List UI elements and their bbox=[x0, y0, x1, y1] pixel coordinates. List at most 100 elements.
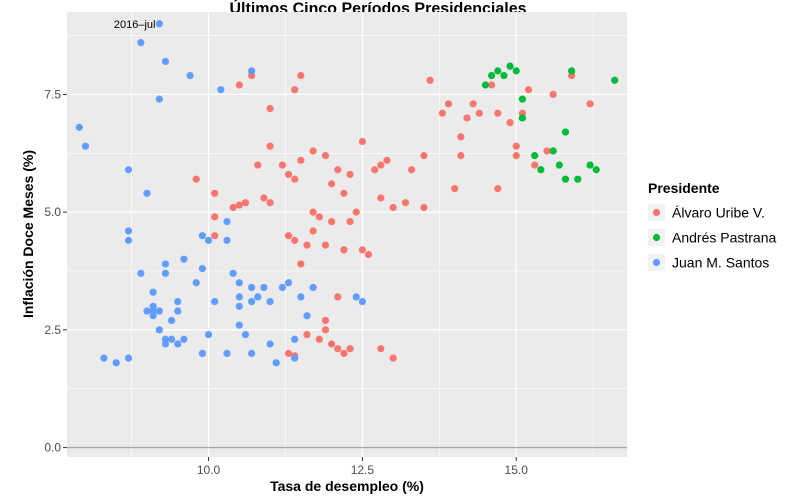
data-point-alvaro-uribe-v bbox=[444, 100, 453, 108]
data-point-juan-m-santos bbox=[235, 302, 243, 310]
data-point-andres-pastrana bbox=[555, 161, 563, 169]
data-point-juan-m-santos bbox=[297, 293, 305, 301]
data-point-alvaro-uribe-v bbox=[309, 147, 317, 155]
data-point-juan-m-santos bbox=[223, 236, 231, 244]
data-point-alvaro-uribe-v bbox=[284, 170, 293, 179]
data-point-alvaro-uribe-v bbox=[297, 260, 305, 268]
data-point-alvaro-uribe-v bbox=[211, 189, 219, 197]
data-point-alvaro-uribe-v bbox=[328, 340, 336, 348]
x-tick-label: 12.5 bbox=[351, 463, 375, 477]
data-point-alvaro-uribe-v bbox=[303, 330, 311, 339]
data-point-alvaro-uribe-v bbox=[494, 109, 502, 117]
data-point-alvaro-uribe-v bbox=[266, 199, 274, 207]
data-point-andres-pastrana bbox=[568, 67, 576, 75]
data-point-juan-m-santos bbox=[81, 142, 90, 150]
data-point-andres-pastrana bbox=[500, 71, 508, 80]
data-point-juan-m-santos bbox=[309, 283, 317, 292]
data-point-alvaro-uribe-v bbox=[506, 119, 514, 127]
legend: Presidente Álvaro Uribe V. Andrés Pastran… bbox=[648, 180, 776, 271]
data-point-juan-m-santos bbox=[248, 349, 256, 358]
data-point-alvaro-uribe-v bbox=[420, 152, 428, 160]
data-point-alvaro-uribe-v bbox=[309, 208, 317, 216]
y-axis-title: Inflación Doce Meses (%) bbox=[20, 150, 36, 318]
data-point-juan-m-santos bbox=[174, 307, 182, 315]
data-point-alvaro-uribe-v bbox=[364, 250, 373, 259]
data-point-alvaro-uribe-v bbox=[512, 142, 520, 150]
data-point-alvaro-uribe-v bbox=[549, 90, 557, 99]
data-point-alvaro-uribe-v bbox=[266, 104, 274, 113]
legend-title: Presidente bbox=[648, 180, 720, 196]
data-point-juan-m-santos bbox=[278, 283, 286, 292]
data-point-juan-m-santos bbox=[124, 354, 133, 362]
data-point-alvaro-uribe-v bbox=[420, 203, 428, 212]
data-point-andres-pastrana bbox=[531, 152, 539, 160]
data-point-juan-m-santos bbox=[204, 236, 213, 244]
data-point-alvaro-uribe-v bbox=[297, 71, 305, 80]
data-point-andres-pastrana bbox=[518, 114, 526, 122]
data-point-juan-m-santos bbox=[155, 20, 163, 28]
data-point-juan-m-santos bbox=[204, 330, 213, 339]
legend-label: Álvaro Uribe V. bbox=[672, 205, 765, 221]
data-point-andres-pastrana bbox=[611, 76, 619, 84]
data-point-juan-m-santos bbox=[149, 312, 157, 320]
data-point-alvaro-uribe-v bbox=[457, 133, 465, 141]
data-point-juan-m-santos bbox=[155, 307, 163, 315]
data-point-andres-pastrana bbox=[561, 175, 570, 183]
data-point-juan-m-santos bbox=[149, 302, 157, 310]
data-point-juan-m-santos bbox=[180, 255, 188, 263]
data-point-alvaro-uribe-v bbox=[235, 201, 243, 209]
data-point-juan-m-santos bbox=[124, 236, 133, 244]
data-point-juan-m-santos bbox=[161, 57, 170, 66]
data-point-alvaro-uribe-v bbox=[389, 203, 397, 212]
data-point-alvaro-uribe-v bbox=[334, 166, 342, 174]
data-point-alvaro-uribe-v bbox=[321, 326, 330, 334]
data-point-andres-pastrana bbox=[574, 175, 582, 183]
data-point-juan-m-santos bbox=[198, 265, 206, 273]
data-point-alvaro-uribe-v bbox=[315, 335, 323, 343]
data-point-alvaro-uribe-v bbox=[358, 137, 366, 146]
data-point-juan-m-santos bbox=[149, 288, 157, 296]
data-point-juan-m-santos bbox=[143, 307, 151, 315]
annotations: 2016–jul bbox=[114, 19, 156, 31]
data-point-juan-m-santos bbox=[291, 335, 299, 343]
data-point-juan-m-santos bbox=[161, 260, 170, 268]
data-point-alvaro-uribe-v bbox=[334, 345, 342, 353]
data-point-alvaro-uribe-v bbox=[340, 189, 348, 197]
data-point-alvaro-uribe-v bbox=[377, 345, 385, 353]
data-point-alvaro-uribe-v bbox=[408, 166, 416, 174]
data-point-juan-m-santos bbox=[124, 227, 133, 235]
data-point-juan-m-santos bbox=[143, 189, 151, 197]
data-point-juan-m-santos bbox=[137, 269, 145, 277]
data-point-alvaro-uribe-v bbox=[291, 236, 299, 244]
data-point-alvaro-uribe-v bbox=[321, 316, 330, 325]
data-point-alvaro-uribe-v bbox=[401, 199, 410, 207]
data-point-juan-m-santos bbox=[235, 321, 243, 329]
data-point-andres-pastrana bbox=[494, 67, 502, 75]
x-axis-ticks: 10.0 12.5 15.0 bbox=[197, 457, 528, 477]
data-point-juan-m-santos bbox=[155, 326, 163, 334]
legend-label: Andrés Pastrana bbox=[672, 230, 776, 246]
data-point-juan-m-santos bbox=[229, 269, 237, 277]
data-point-alvaro-uribe-v bbox=[494, 184, 502, 193]
data-point-alvaro-uribe-v bbox=[531, 161, 539, 169]
data-point-juan-m-santos bbox=[241, 330, 250, 339]
data-point-alvaro-uribe-v bbox=[512, 152, 520, 160]
data-point-alvaro-uribe-v bbox=[389, 354, 397, 362]
data-point-juan-m-santos bbox=[352, 293, 360, 301]
data-points bbox=[75, 20, 619, 367]
data-point-juan-m-santos bbox=[161, 269, 170, 277]
data-point-alvaro-uribe-v bbox=[192, 175, 200, 183]
data-point-alvaro-uribe-v bbox=[309, 227, 317, 235]
y-axis-ticks: 0.0 2.5 5.0 7.5 bbox=[44, 87, 67, 455]
data-point-andres-pastrana bbox=[512, 67, 520, 75]
data-point-alvaro-uribe-v bbox=[291, 86, 299, 94]
data-point-juan-m-santos bbox=[161, 335, 170, 343]
data-point-alvaro-uribe-v bbox=[211, 232, 219, 240]
plot-panel bbox=[67, 12, 627, 457]
y-tick-label: 0.0 bbox=[44, 441, 61, 455]
data-point-alvaro-uribe-v bbox=[321, 241, 330, 249]
data-point-andres-pastrana bbox=[481, 81, 490, 89]
data-point-alvaro-uribe-v bbox=[377, 194, 385, 202]
data-point-alvaro-uribe-v bbox=[328, 180, 336, 188]
